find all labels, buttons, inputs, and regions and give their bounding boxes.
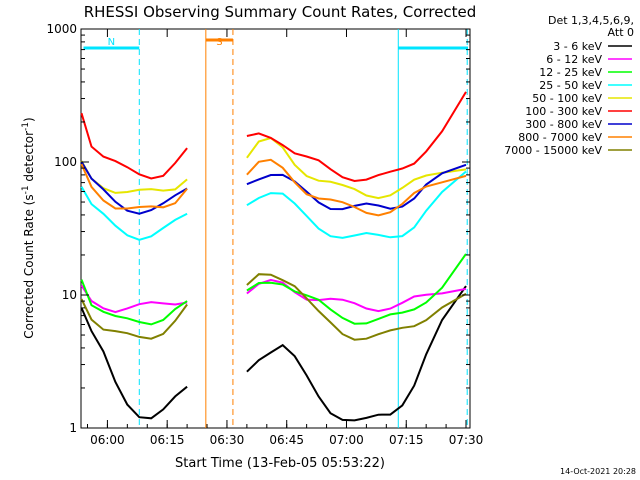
x-tick-label: 06:00 <box>90 433 125 447</box>
x-tick-label: 07:30 <box>449 433 484 447</box>
chart-title: RHESSI Observing Summary Count Rates, Co… <box>84 3 477 21</box>
x-tick-label: 07:15 <box>389 433 424 447</box>
legend-header-attenuator: Att 0 <box>608 26 634 39</box>
x-tick-label: 06:45 <box>269 433 304 447</box>
series-line <box>80 298 188 340</box>
x-axis-label: Start Time (13-Feb-05 05:53:22) <box>175 456 385 471</box>
series-line <box>80 284 188 314</box>
series-line <box>80 161 188 215</box>
series-line <box>246 91 467 183</box>
series-line <box>80 112 188 180</box>
annotation-label: S <box>216 37 222 48</box>
y-tick-label: 100 <box>54 155 77 169</box>
legend-header-detectors: Det 1,3,4,5,6,9, <box>548 14 634 27</box>
y-tick-label: 1 <box>69 421 77 435</box>
legend-label: 50 - 100 keV <box>532 92 602 105</box>
date-stamp: 14-Oct-2021 20:28 <box>560 467 636 476</box>
legend-label: 800 - 7000 keV <box>518 131 602 144</box>
series-line <box>246 253 467 325</box>
plot-frame <box>80 28 471 429</box>
series-line <box>246 273 467 341</box>
legend-label: 7000 - 15000 keV <box>504 144 602 157</box>
legend-label: 3 - 6 keV <box>553 40 602 53</box>
x-tick-label: 06:15 <box>150 433 185 447</box>
series-line <box>246 285 467 422</box>
series-line <box>80 279 188 326</box>
series-line <box>80 307 188 420</box>
series-line <box>246 163 467 211</box>
series-line <box>246 136 467 200</box>
legend-label: 300 - 800 keV <box>525 118 602 131</box>
series-line <box>80 163 188 210</box>
series-line <box>246 170 467 239</box>
legend-label: 100 - 300 keV <box>525 105 602 118</box>
series-line <box>80 186 188 241</box>
legend-label: 6 - 12 keV <box>546 53 602 66</box>
series-line <box>246 158 467 217</box>
legend-label: 12 - 25 keV <box>539 66 602 79</box>
y-tick-label: 1000 <box>46 22 77 36</box>
legend-label: 25 - 50 keV <box>539 79 602 92</box>
annotation-label: N <box>108 37 115 48</box>
x-tick-label: 07:00 <box>329 433 364 447</box>
x-tick-label: 06:30 <box>210 433 245 447</box>
y-tick-label: 10 <box>62 288 77 302</box>
series-line <box>246 278 467 313</box>
y-axis-label: Corrected Count Rate (s-1 detector-1) <box>21 117 36 338</box>
